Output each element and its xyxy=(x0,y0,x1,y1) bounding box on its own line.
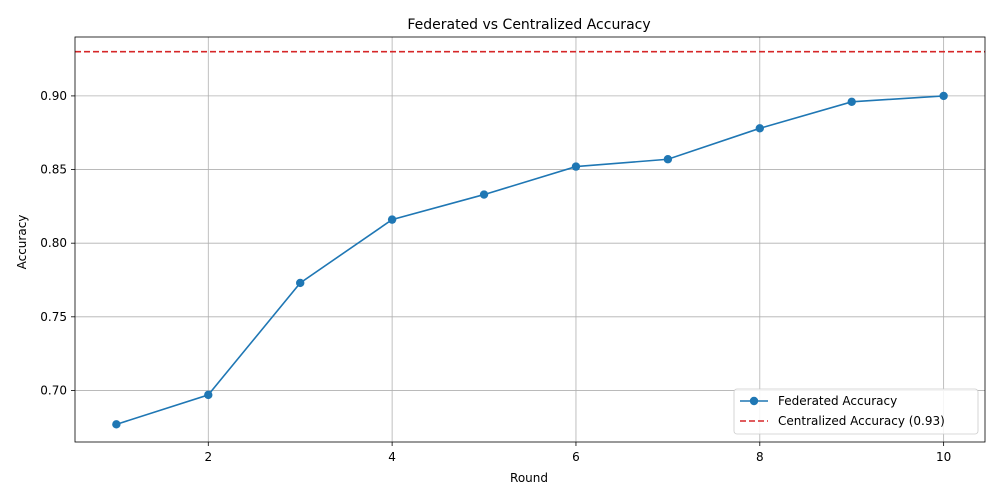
y-tick-label: 0.90 xyxy=(40,89,67,103)
y-tick-label: 0.75 xyxy=(40,310,67,324)
plot-frame xyxy=(74,36,986,443)
grid-layer xyxy=(75,37,985,442)
x-tick-label: 10 xyxy=(936,450,951,464)
chart-title: Federated vs Centralized Accuracy xyxy=(407,17,650,33)
x-tick-label: 4 xyxy=(388,450,396,464)
federated-accuracy-point xyxy=(847,97,856,107)
legend-label: Centralized Accuracy (0.93) xyxy=(778,414,945,428)
x-tick-label: 2 xyxy=(204,450,212,464)
legend-label: Federated Accuracy xyxy=(778,394,897,408)
federated-accuracy-point xyxy=(939,91,948,101)
y-tick-label: 0.70 xyxy=(40,383,67,397)
legend: Federated Accuracy Centralized Accuracy (… xyxy=(733,388,979,435)
y-axis-label: Accuracy xyxy=(15,215,29,270)
x-tick-label: 6 xyxy=(572,450,580,464)
series-layer xyxy=(75,50,985,429)
federated-accuracy-point xyxy=(204,390,213,400)
federated-accuracy-point xyxy=(571,162,581,171)
legend-swatch-marker xyxy=(749,396,759,406)
legend-box xyxy=(733,388,979,435)
federated-accuracy-point xyxy=(755,124,764,133)
federated-accuracy-point xyxy=(112,420,121,429)
federated-accuracy-point xyxy=(296,278,305,288)
y-tick-label: 0.80 xyxy=(40,236,67,250)
federated-accuracy-point xyxy=(479,190,489,199)
federated-accuracy-point xyxy=(387,215,397,224)
x-axis-label: Round xyxy=(510,471,548,485)
x-tick-label: 8 xyxy=(756,450,764,464)
federated-accuracy-line xyxy=(116,95,944,426)
federated-accuracy-point xyxy=(663,155,673,164)
ticks-layer: 2 4 6 8 10 0.70 0.75 0.80 0.85 0.90 xyxy=(40,89,951,464)
y-tick-label: 0.85 xyxy=(40,163,67,177)
